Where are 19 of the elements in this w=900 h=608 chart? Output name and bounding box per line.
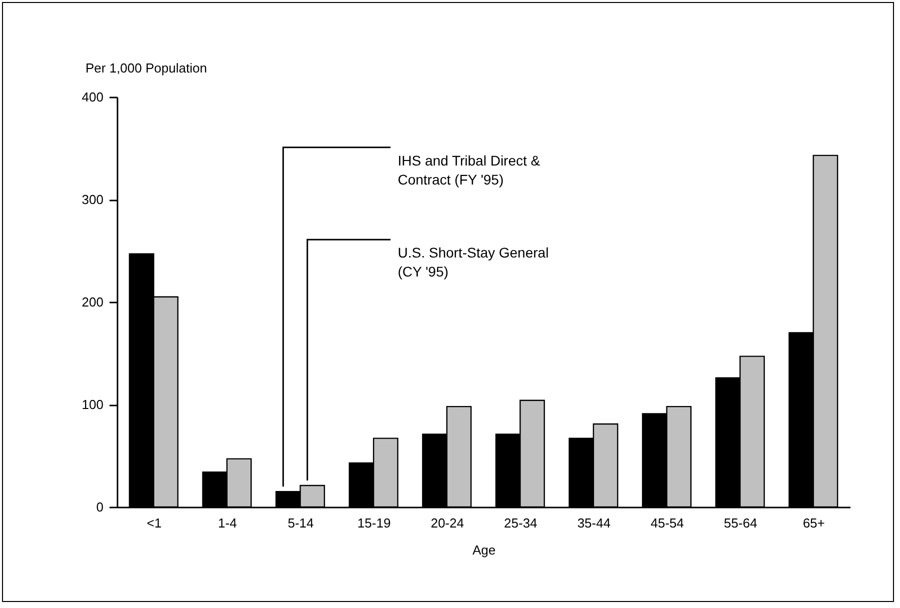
y-tick-label: 400 — [82, 90, 104, 104]
x-tick-label: 20-24 — [430, 516, 464, 530]
y-tick-label: 100 — [82, 397, 104, 412]
text: U.S. Short-Stay General (CY '95) — [398, 244, 549, 280]
y-axis-title: Per 1,000 Population — [86, 60, 207, 76]
x-tick-label: 1-4 — [218, 516, 237, 530]
x-tick-label: <1 — [146, 516, 162, 530]
y-tick-label: 0 — [96, 500, 104, 514]
y-tick-label: 200 — [82, 294, 104, 310]
y-tick-label: 300 — [82, 192, 104, 207]
x-tick-label: 25-34 — [504, 516, 538, 530]
x-tick-label: 35-44 — [577, 516, 611, 530]
x-tick-label: 5-14 — [288, 516, 314, 530]
x-tick-label: 55-64 — [724, 516, 758, 530]
x-tick-label: 65+ — [802, 516, 825, 530]
x-tick-label: 15-19 — [357, 516, 391, 530]
x-axis-title: Age — [472, 542, 496, 558]
text: IHS and Tribal Direct & Contract (FY '95) — [398, 152, 541, 188]
x-tick-label: 45-54 — [650, 516, 684, 530]
